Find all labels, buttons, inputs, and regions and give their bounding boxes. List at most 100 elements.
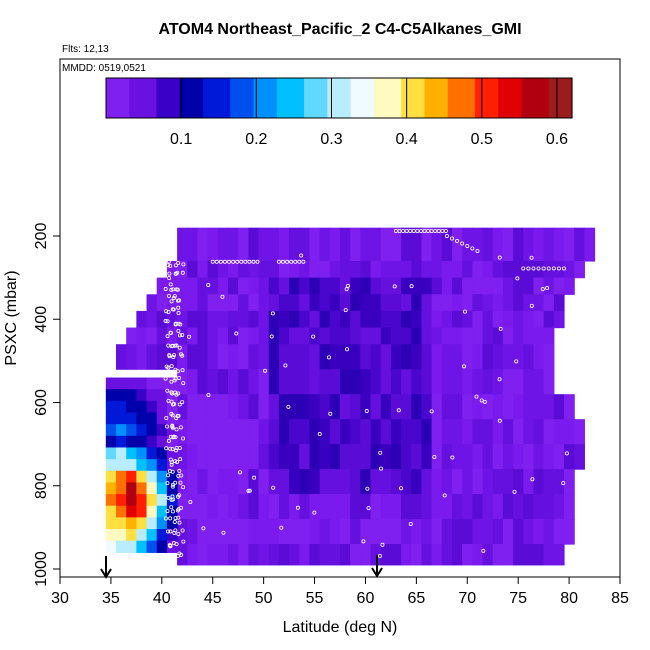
heatmap-cell xyxy=(452,260,463,279)
heatmap-cell xyxy=(584,227,596,262)
heatmap-cell xyxy=(197,277,209,295)
heatmap-cell xyxy=(533,260,545,279)
track-point xyxy=(286,404,291,409)
heatmap-cell xyxy=(421,544,433,566)
heatmap-cell xyxy=(289,277,300,295)
track-point xyxy=(545,286,550,291)
heatmap-cell xyxy=(248,260,260,279)
heatmap-cell xyxy=(126,459,137,472)
colorbar-swatch xyxy=(474,78,480,118)
colorbar-swatch xyxy=(315,78,321,118)
track-point xyxy=(399,486,404,491)
heatmap-cell xyxy=(513,310,524,329)
heatmap-cell xyxy=(452,369,463,395)
track-point xyxy=(176,515,181,520)
colorbar-swatch xyxy=(405,78,410,118)
heatmap-cell xyxy=(564,494,575,520)
heatmap-cell xyxy=(156,435,168,449)
heatmap-cell xyxy=(502,344,514,370)
heatmap-cell xyxy=(513,344,524,370)
heatmap-cell xyxy=(390,494,402,520)
track-point xyxy=(252,475,257,480)
heatmap-cell xyxy=(380,310,392,329)
heatmap-cell xyxy=(126,400,137,414)
heatmap-cell xyxy=(441,260,453,279)
heatmap-cell xyxy=(533,294,545,312)
heatmap-cell xyxy=(238,369,249,395)
heatmap-cell xyxy=(248,419,260,445)
heatmap-cell xyxy=(278,310,290,329)
heatmap-cell xyxy=(207,544,219,566)
heatmap-cell xyxy=(207,394,219,420)
heatmap-cell xyxy=(105,540,117,553)
heatmap-cell xyxy=(136,424,148,437)
heatmap-cell xyxy=(462,519,473,545)
heatmap-cell xyxy=(441,277,453,295)
heatmap-cell xyxy=(217,519,229,545)
heatmap-cell xyxy=(177,227,188,262)
heatmap-cell xyxy=(472,544,484,566)
heatmap-cell xyxy=(543,469,555,495)
heatmap-cell xyxy=(319,494,331,520)
heatmap-cell xyxy=(421,444,433,470)
heatmap-cell xyxy=(523,419,535,445)
heatmap-cell xyxy=(207,344,219,370)
heatmap-cell xyxy=(401,394,412,420)
heatmap-cell xyxy=(309,469,321,495)
heatmap-cell xyxy=(238,310,249,329)
heatmap-cell xyxy=(116,435,127,449)
heatmap-cell xyxy=(523,369,535,395)
heatmap-cell xyxy=(370,327,382,345)
heatmap-cell xyxy=(543,327,555,345)
heatmap-cell xyxy=(207,419,219,445)
heatmap-cell xyxy=(238,469,249,495)
heatmap-cell xyxy=(136,400,148,414)
heatmap-cell xyxy=(543,369,555,395)
colorbar-swatch xyxy=(521,78,526,118)
flights-label: Flts: 12,13 xyxy=(62,44,109,55)
heatmap-cell xyxy=(105,435,117,449)
heatmap-cell xyxy=(553,227,565,262)
heatmap-cell xyxy=(217,327,229,345)
heatmap-cell xyxy=(543,419,555,445)
heatmap-cell xyxy=(289,519,300,545)
heatmap-cell xyxy=(299,294,311,312)
track-point xyxy=(460,241,465,246)
heatmap-cell xyxy=(309,260,321,279)
track-point xyxy=(276,259,281,264)
heatmap-cell xyxy=(472,327,484,345)
heatmap-cell xyxy=(146,424,158,437)
track-point xyxy=(345,347,350,352)
heatmap-cell xyxy=(452,394,463,420)
heatmap-cell xyxy=(411,344,423,370)
heatmap-cell xyxy=(268,444,280,470)
heatmap-cell xyxy=(278,277,290,295)
heatmap-cell xyxy=(197,369,209,395)
heatmap-cell xyxy=(187,260,199,279)
heatmap-cell xyxy=(462,544,473,566)
heatmap-cell xyxy=(329,394,341,420)
heatmap-cell xyxy=(136,459,148,472)
heatmap-cell xyxy=(543,544,555,566)
heatmap-cell xyxy=(228,469,239,495)
heatmap-cell xyxy=(462,310,473,329)
heatmap-cell xyxy=(156,494,168,507)
track-point xyxy=(497,377,502,382)
colorbar-swatch xyxy=(311,78,317,118)
heatmap-cell xyxy=(533,277,545,295)
heatmap-cell xyxy=(278,294,290,312)
track-point xyxy=(470,246,475,251)
track-point xyxy=(171,307,176,312)
colorbar-swatch xyxy=(191,78,196,118)
colorbar-swatch xyxy=(241,78,247,118)
heatmap-cell xyxy=(116,377,127,390)
heatmap-cell xyxy=(513,277,524,295)
heatmap-cell xyxy=(258,260,270,279)
heatmap-cell xyxy=(116,517,127,530)
heatmap-cell xyxy=(299,444,311,470)
track-point xyxy=(170,425,175,430)
heatmap-cell xyxy=(492,419,504,445)
track-point xyxy=(301,259,306,264)
heatmap-cell xyxy=(360,294,372,312)
track-point xyxy=(153,231,158,236)
